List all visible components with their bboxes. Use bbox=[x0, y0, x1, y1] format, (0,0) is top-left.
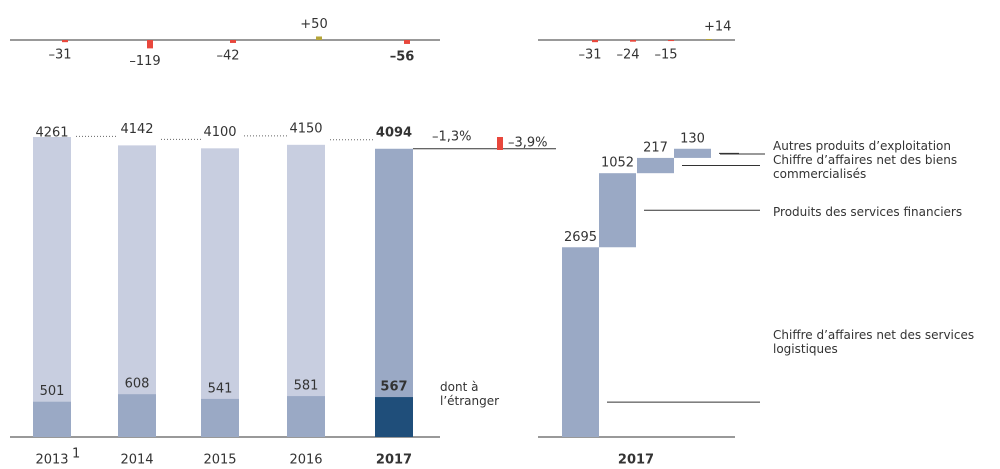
x-tick-label: 2016 bbox=[289, 453, 322, 468]
category-label: Chiffre d’affaires net des biens commerc… bbox=[773, 153, 958, 181]
total-label: 4261 bbox=[35, 126, 68, 141]
category-label: Chiffre d’affaires net des services logi… bbox=[773, 328, 975, 356]
waterfall-bar bbox=[674, 148, 711, 158]
foreign-bar bbox=[33, 401, 71, 437]
foreign-label: 581 bbox=[294, 379, 319, 394]
value-label: 130 bbox=[680, 131, 705, 146]
change-label: –15 bbox=[654, 48, 677, 63]
change-label: –31 bbox=[48, 48, 71, 63]
value-label: 1052 bbox=[601, 156, 634, 171]
category-label: Autres produits d’exploitation bbox=[773, 139, 951, 153]
total-bar bbox=[33, 137, 71, 437]
change-bar bbox=[230, 40, 236, 43]
annotation: –3,9% bbox=[508, 136, 548, 151]
footnote-mark: 1 bbox=[72, 447, 80, 462]
foreign-label: 608 bbox=[125, 377, 150, 392]
x-tick-label: 2014 bbox=[120, 453, 153, 468]
foreign-label: 501 bbox=[40, 384, 65, 399]
waterfall-bar bbox=[637, 157, 674, 174]
change-bar bbox=[62, 40, 68, 43]
annotation-bar bbox=[497, 137, 503, 150]
total-bar bbox=[201, 148, 239, 437]
x-label: 2017 bbox=[618, 453, 654, 468]
x-tick-label: 2017 bbox=[376, 453, 412, 468]
total-bar bbox=[375, 148, 413, 437]
value-label: 217 bbox=[643, 140, 668, 155]
value-label: 2695 bbox=[564, 230, 597, 245]
change-bar bbox=[706, 39, 712, 41]
foreign-label: 567 bbox=[380, 380, 407, 395]
legend-foreign: dont à l’étranger bbox=[440, 380, 500, 408]
total-label: 4150 bbox=[289, 121, 322, 136]
total-bar bbox=[118, 145, 156, 438]
x-tick-label: 2013 bbox=[35, 453, 68, 468]
change-label: –31 bbox=[578, 48, 601, 63]
change-label: +50 bbox=[300, 17, 327, 32]
total-label: 4142 bbox=[120, 122, 153, 137]
total-label: 4100 bbox=[203, 125, 236, 140]
foreign-bar bbox=[375, 397, 413, 437]
change-bar bbox=[147, 40, 153, 49]
waterfall-bar bbox=[562, 247, 599, 437]
foreign-bar bbox=[287, 396, 325, 437]
waterfall-bar bbox=[599, 173, 636, 248]
annotation: –1,3% bbox=[432, 130, 472, 145]
change-bar bbox=[592, 40, 598, 43]
change-label: +14 bbox=[704, 20, 731, 35]
total-bar bbox=[287, 144, 325, 437]
change-label: –56 bbox=[390, 49, 415, 64]
foreign-bar bbox=[118, 394, 156, 437]
change-label: –24 bbox=[616, 48, 639, 63]
change-bar bbox=[668, 40, 674, 42]
foreign-bar bbox=[201, 398, 239, 437]
change-bar bbox=[630, 40, 636, 42]
category-label: Produits des services financiers bbox=[773, 205, 963, 219]
total-label: 4094 bbox=[376, 125, 412, 140]
change-bar bbox=[404, 40, 410, 44]
change-bar bbox=[316, 36, 322, 40]
change-label: –42 bbox=[216, 48, 239, 63]
change-label: –119 bbox=[129, 54, 160, 69]
foreign-label: 541 bbox=[208, 381, 233, 396]
x-tick-label: 2015 bbox=[203, 453, 236, 468]
